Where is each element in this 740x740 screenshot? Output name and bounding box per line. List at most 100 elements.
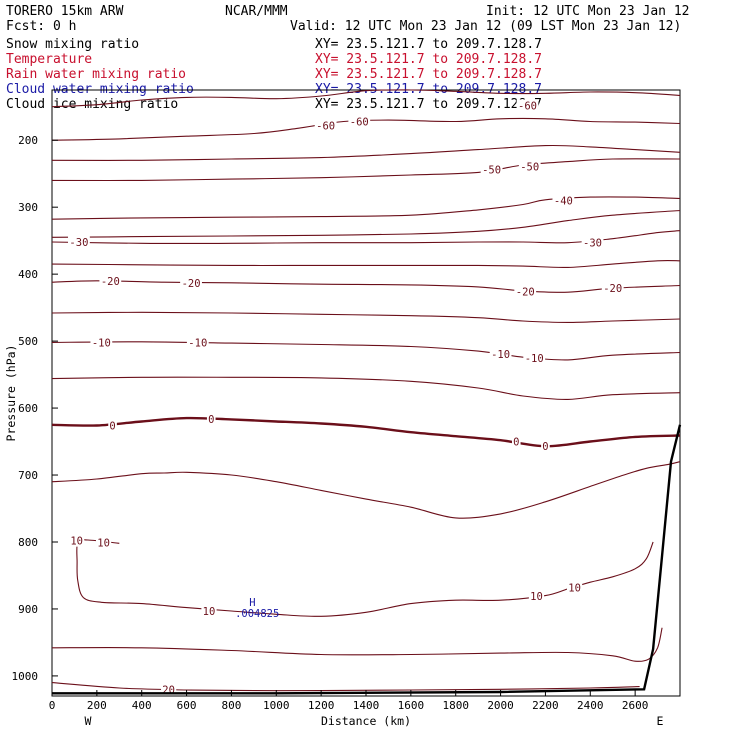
contour-label: -60 [316,120,335,132]
contour-label: 20 [162,684,175,696]
contour-line [51,209,681,238]
y-axis-ticks: 200 300 400 500 600 700 800 900 1000 [12,134,58,683]
contour-label: -40 [554,195,573,207]
contour-label: -60 [518,100,537,112]
terrain-line [52,424,682,695]
y-tick-label: 900 [18,603,38,616]
contour-label-bg [480,163,503,176]
center-label: NCAR/MMM [225,4,288,19]
contour-label: -20 [516,287,535,299]
contour-label-bg [511,435,521,448]
x-tick-label: 1200 [308,699,335,712]
contour-label: -20 [101,276,120,288]
y-axis-label: Pressure (hPa) [4,345,18,442]
contour-line [51,682,640,692]
contour-label: -10 [525,353,544,365]
field-xy: XY= 23.5.121.7 to 209.7.128.7 [315,67,542,82]
x-tick-label: 2600 [622,699,649,712]
field-xy: XY= 23.5.121.7 to 209.7.128.7 [315,37,542,52]
contour-label: 10 [568,583,581,595]
contour-label-bg [90,336,113,349]
contour-layer [51,89,681,692]
contour-label-bg [186,336,209,349]
contour-label: 0 [513,437,519,449]
contour-label: -20 [603,283,622,295]
contour-label: -10 [92,337,111,349]
y-tick-label: 500 [18,335,38,348]
contour-label-bg [206,412,216,425]
contour-line [51,117,681,141]
y-tick-label: 300 [18,201,38,214]
contour-label-bg [523,351,546,364]
forecast-hour: Fcst: 0 h [6,19,76,34]
contour-label-bg [201,604,217,617]
max-marker-value: .004825 [235,608,279,620]
x-end-right: E [657,714,664,728]
contour-label: 0 [208,414,214,426]
x-tick-label: 1000 [263,699,290,712]
terrain-layer [52,424,682,695]
field-xy: XY= 23.5.121.7 to 209.7.128.7 [315,52,542,67]
y-tick-label: 800 [18,536,38,549]
contour-line [51,144,681,161]
x-tick-label: 200 [87,699,107,712]
contour-label-bg [566,581,583,594]
x-tick-label: 600 [177,699,197,712]
contour-label: -50 [482,165,501,177]
x-end-left: W [85,714,92,728]
contour-label-bg [180,276,202,289]
x-tick-label: 2000 [487,699,514,712]
max-marker-h: H [249,597,255,609]
contour-label: 10 [70,536,83,548]
max-marker: H.004825 [235,597,279,620]
contour-label-bg [348,115,371,128]
y-tick-label: 200 [18,134,38,147]
field-name: Temperature [6,52,92,67]
contour-line [51,89,681,108]
y-tick-label: 400 [18,268,38,281]
x-tick-label: 1400 [353,699,380,712]
contour-label: 0 [109,420,115,432]
x-tick-label: 2400 [577,699,604,712]
contour-line [51,461,681,519]
contour-label: -10 [188,337,207,349]
contour-line [51,416,681,448]
contour-label-bg [95,536,112,549]
x-tick-label: 400 [132,699,152,712]
contour-label: -50 [520,161,539,173]
contour-label-bg [552,194,575,207]
contour-label: 0 [542,441,548,453]
x-tick-label: 1600 [398,699,425,712]
field-xy: XY= 23.5.121.7 to 209.7.128.7 [315,97,542,112]
contour-label-bg [314,119,337,132]
contour-label: 10 [203,606,216,618]
x-axis-label: Distance (km) [321,714,411,728]
contour-label-bg [528,590,545,603]
x-tick-label: 0 [49,699,56,712]
y-tick-label: 700 [18,469,38,482]
contour-label: -20 [182,278,201,290]
contour-line [51,280,681,293]
contour-line [51,341,681,361]
contour-line [51,230,681,245]
contour-label: -30 [69,237,88,249]
x-axis-ticks: 0 200 400 600 800 1000 1200 1400 1600 1800 2000 220… [49,690,649,712]
contour-line [51,158,681,182]
x-tick-label: 800 [221,699,241,712]
valid-time: Valid: 12 UTC Mon 23 Jan 12 (09 LST Mon … [290,19,681,34]
y-tick-label: 600 [18,402,38,415]
contour-label-bg [108,419,117,432]
contour-label-bg [518,160,541,173]
contour-label-bg [581,236,604,249]
field-legend: Snow mixing ratio XY= 23.5.121.7 to 209.7… [6,37,542,112]
model-title: TORERO 15km ARW [6,4,124,19]
contour-line [51,196,681,220]
contour-line [51,259,681,269]
contour-label-bg [516,99,539,112]
contour-label: -60 [350,116,369,128]
contour-label: 10 [530,591,543,603]
field-name: Snow mixing ratio [6,37,139,52]
contour-label-bg [514,285,537,298]
x-tick-label: 2200 [532,699,559,712]
